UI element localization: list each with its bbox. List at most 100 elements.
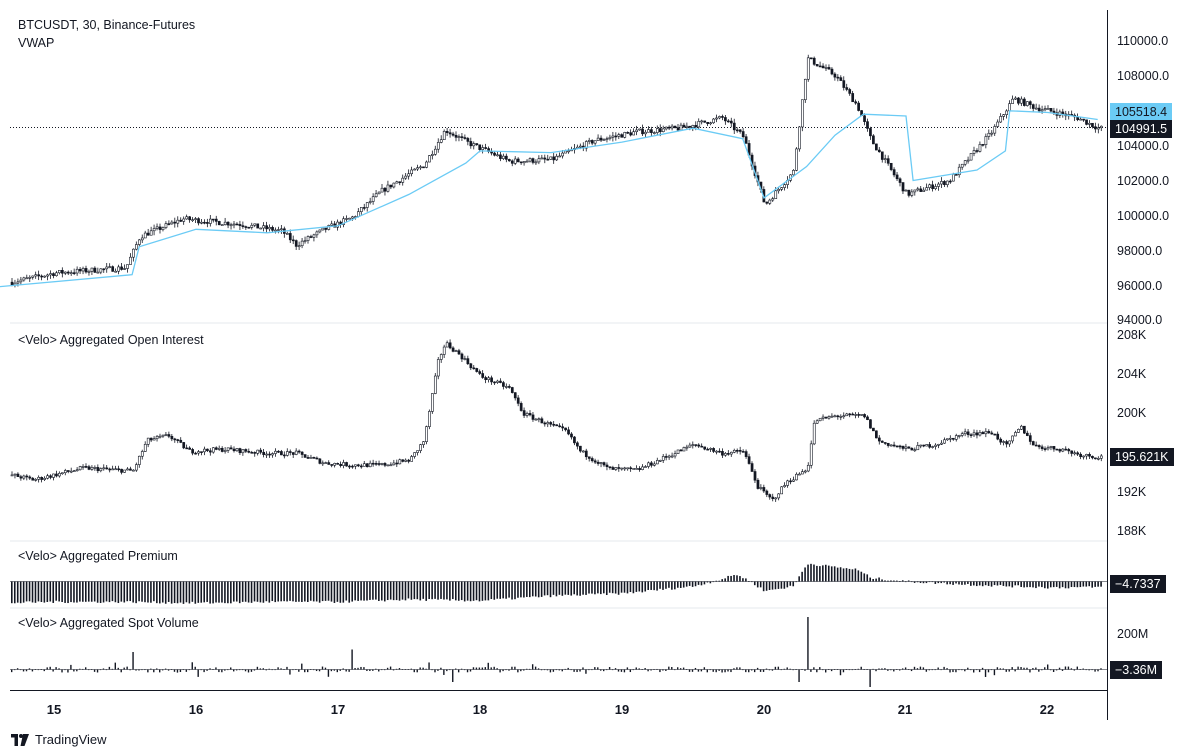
spot-volume-bar <box>922 667 925 670</box>
spot-volume-bar <box>822 669 824 671</box>
price-candle <box>365 202 369 208</box>
oi-candle <box>439 354 443 360</box>
price-candle <box>889 162 893 170</box>
premium-pane-title[interactable]: <Velo> Aggregated Premium <box>18 549 178 563</box>
oi-candle <box>1061 448 1065 452</box>
oi-candle <box>161 434 165 437</box>
spot-volume-bar <box>656 668 658 670</box>
price-candle <box>129 256 132 265</box>
oi-candle <box>996 433 1000 440</box>
spot-volume-bar <box>552 669 555 672</box>
spot-volume-bar <box>1058 667 1061 670</box>
price-candle <box>531 158 535 163</box>
premium-bar <box>55 581 57 601</box>
oi-candle <box>466 358 470 365</box>
oi-candle <box>990 432 994 435</box>
spot-volume-bar <box>984 669 987 677</box>
oi-candle <box>274 450 277 454</box>
vwap-indicator-title[interactable]: VWAP <box>18 36 55 50</box>
premium-bar <box>543 581 546 596</box>
spot-volume-bar <box>1005 669 1007 672</box>
premium-bar <box>13 581 16 604</box>
spot-volume-bar <box>573 669 575 672</box>
oi-candle <box>815 420 819 424</box>
spot-volume-bar <box>298 669 300 672</box>
price-candle <box>845 87 849 90</box>
oi-candle <box>824 416 828 419</box>
spot-volume-bar <box>958 669 960 671</box>
price-candle <box>682 124 686 128</box>
spot-volume-bar <box>771 669 774 671</box>
oi-candle <box>892 444 896 447</box>
price-candle <box>919 188 923 192</box>
spot-volume-bar <box>268 668 270 670</box>
price-candle <box>460 136 464 138</box>
price-candle <box>809 57 813 60</box>
oi-candle <box>1014 432 1017 437</box>
price-candle <box>416 167 419 170</box>
oi-candle <box>176 439 180 441</box>
oi-candle <box>262 451 266 455</box>
oi-candle <box>951 437 955 440</box>
oi-candle <box>617 467 621 469</box>
price-candle <box>63 271 67 274</box>
spot-volume-bar <box>449 669 451 671</box>
premium-bar <box>700 581 703 586</box>
oi-candle <box>667 455 671 458</box>
oi-candle <box>872 427 875 432</box>
spot-volume-bar <box>372 669 374 671</box>
time-axis-label: 20 <box>756 702 772 717</box>
oi-candle <box>93 467 97 469</box>
price-candle <box>658 128 662 133</box>
oi-candle <box>910 447 914 451</box>
premium-bar <box>28 581 31 602</box>
oi-candle <box>1094 457 1097 460</box>
spot-volume-bar <box>472 667 475 670</box>
oi-candle <box>371 462 375 465</box>
price-axis-label: 110000.0 <box>1117 34 1169 48</box>
open-interest-pane-title[interactable]: <Velo> Aggregated Open Interest <box>18 333 204 347</box>
oi-candle <box>564 427 567 431</box>
premium-bar <box>141 581 143 602</box>
price-candle <box>454 134 458 138</box>
premium-bar <box>919 581 922 583</box>
premium-bar <box>117 581 120 604</box>
spot-volume-bar <box>650 669 652 671</box>
price-candle <box>241 225 245 227</box>
premium-bar <box>549 581 552 598</box>
price-candle <box>667 126 671 129</box>
oi-candle <box>632 468 635 470</box>
price-pane-title[interactable]: BTCUSDT, 30, Binance-Futures <box>18 18 196 32</box>
spot-volume-axis-label: 200M <box>1117 627 1149 641</box>
oi-candle <box>703 446 707 450</box>
premium-bar <box>978 581 981 586</box>
tradingview-brand[interactable]: TradingView <box>11 732 107 747</box>
spot-volume-bar <box>608 667 611 670</box>
price-candle <box>1097 127 1100 130</box>
oi-candle <box>380 463 384 465</box>
price-candle <box>250 224 254 228</box>
price-candle <box>413 168 416 171</box>
premium-bar <box>490 581 493 600</box>
price-candle <box>780 187 783 190</box>
spot-volume-pane-title[interactable]: <Velo> Aggregated Spot Volume <box>18 616 199 630</box>
oi-candle <box>137 455 141 465</box>
spot-volume-bar <box>1047 664 1049 670</box>
premium-bar <box>238 581 241 604</box>
oi-candle <box>410 456 414 462</box>
spot-volume-bar <box>209 668 211 670</box>
price-candle <box>22 277 26 281</box>
spot-volume-bar <box>339 669 341 671</box>
price-candle <box>673 125 677 128</box>
price-candle <box>472 143 476 147</box>
spot-volume-bar <box>425 668 427 670</box>
spot-volume-bar <box>19 669 22 671</box>
price-candle <box>445 131 449 133</box>
oi-candle <box>303 454 307 458</box>
price-candle <box>126 264 129 269</box>
oi-candle <box>291 452 295 455</box>
oi-candle <box>620 467 624 470</box>
premium-bar <box>215 581 217 603</box>
price-candle <box>830 68 834 75</box>
